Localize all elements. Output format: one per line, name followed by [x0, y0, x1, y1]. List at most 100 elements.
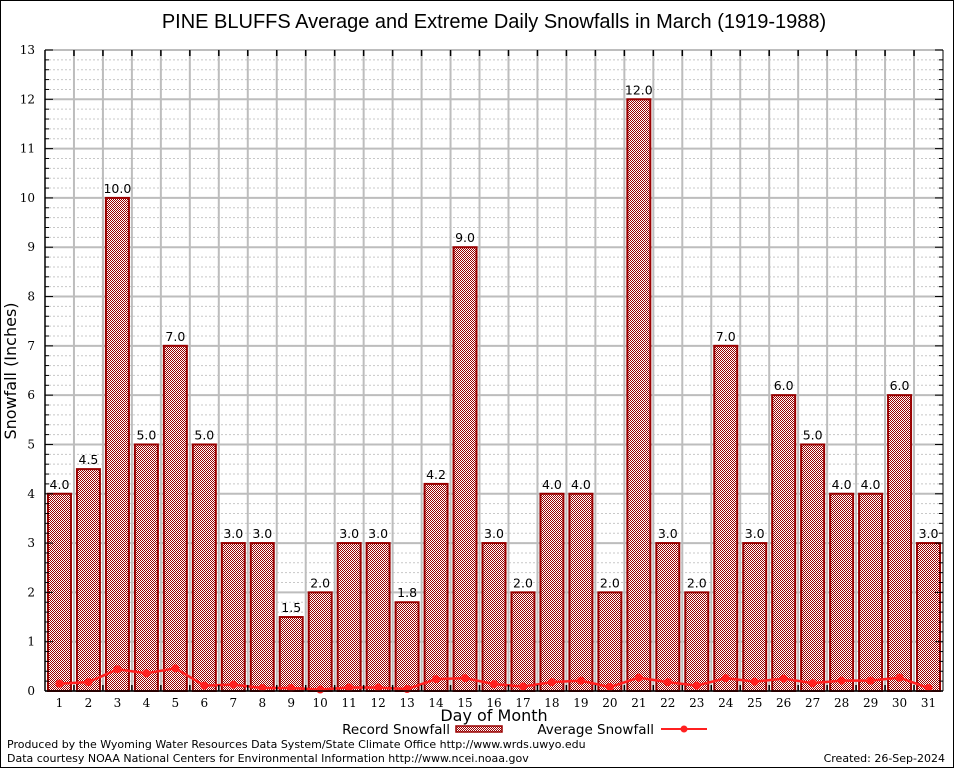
- average-line: [55, 664, 933, 694]
- average-point: [866, 676, 875, 685]
- bar-value-label: 2.0: [513, 575, 533, 590]
- record-bar: [104, 196, 130, 693]
- bar-value-label: 5.0: [136, 427, 156, 442]
- average-point: [663, 678, 672, 687]
- record-bar: [916, 542, 942, 692]
- record-bar: [684, 591, 710, 693]
- record-bar: [336, 542, 362, 692]
- x-tick-label: 14: [428, 696, 444, 710]
- x-tick-label: 1: [56, 696, 64, 710]
- bar-value-label: 1.5: [281, 600, 301, 615]
- x-tick-label: 29: [863, 696, 878, 710]
- record-bar: [510, 591, 536, 693]
- bar-value-label: 4.0: [832, 477, 852, 492]
- bar-value-label: 7.0: [165, 329, 185, 344]
- average-point: [55, 679, 64, 688]
- x-tick-label: 5: [172, 696, 180, 710]
- bar-value-label: 3.0: [658, 526, 678, 541]
- bar-value-label: 9.0: [455, 230, 475, 245]
- bar-value-label: 10.0: [103, 181, 131, 196]
- x-tick-label: 31: [921, 696, 936, 710]
- x-tick-label: 15: [457, 696, 472, 710]
- average-point: [142, 669, 151, 678]
- record-bar: [191, 443, 217, 693]
- record-bar: [220, 542, 246, 692]
- record-bar: [655, 542, 681, 692]
- x-tick-label: 6: [201, 696, 209, 710]
- average-point: [518, 682, 527, 691]
- record-bar: [278, 616, 304, 692]
- record-bar: [771, 394, 797, 692]
- average-point: [547, 678, 556, 687]
- record-bar: [539, 492, 565, 692]
- x-tick-label: 26: [776, 696, 791, 710]
- x-tick-label: 13: [399, 696, 414, 710]
- record-bar: [887, 394, 913, 692]
- x-tick-label: 10: [313, 696, 328, 710]
- x-tick-label: 22: [660, 696, 675, 710]
- average-point: [258, 684, 267, 693]
- record-bar: [481, 542, 507, 692]
- bar-value-label: 6.0: [774, 378, 794, 393]
- y-tick-label: 6: [27, 388, 35, 402]
- x-tick-label: 7: [229, 696, 237, 710]
- x-tick-label: 8: [258, 696, 266, 710]
- bar-value-label: 2.0: [687, 575, 707, 590]
- bar-value-label: 2.0: [310, 575, 330, 590]
- legend-average-marker: [680, 725, 688, 733]
- y-tick-label: 4: [27, 487, 35, 501]
- bar-value-label: 5.0: [803, 427, 823, 442]
- average-point: [605, 683, 614, 692]
- average-point: [229, 680, 238, 689]
- bar-value-label: 2.0: [600, 575, 620, 590]
- bar-value-label: 4.0: [571, 477, 591, 492]
- x-tick-label: 19: [573, 696, 588, 710]
- bar-value-label: 7.0: [716, 329, 736, 344]
- record-bar: [249, 542, 275, 692]
- record-bars: 4.0 4.5 10.0 5.0 7.0 5.0 3.0 3.0 1.5 2.0 3.0 3.0 1.8…: [46, 82, 942, 693]
- record-bar: [423, 482, 449, 692]
- legend-average-label: Average Snowfall: [537, 722, 654, 738]
- y-tick-label: 5: [27, 437, 35, 451]
- record-bar: [307, 591, 333, 693]
- y-tick-label: 2: [27, 585, 35, 599]
- y-tick-label: 11: [20, 142, 35, 156]
- x-tick-label: 28: [834, 696, 849, 710]
- average-point: [113, 665, 122, 674]
- average-point: [84, 678, 93, 687]
- record-bar: [713, 344, 739, 692]
- average-point: [895, 673, 904, 682]
- x-tick-labels: 1 2 3 4 5 6 7 8 9 10 11 12 13 14 15 16 17 18 19 20 21 22 23 24 2…: [56, 696, 936, 710]
- record-bar: [829, 492, 855, 692]
- x-tick-label: 23: [689, 696, 704, 710]
- average-point: [490, 680, 498, 689]
- axes: [44, 49, 944, 692]
- record-bar: [365, 542, 391, 692]
- bar-value-label: 4.0: [542, 477, 562, 492]
- average-point: [837, 676, 846, 685]
- y-axis-label: Snowfall (Inches): [1, 302, 20, 439]
- y-tick-label: 0: [27, 684, 35, 698]
- average-point: [432, 675, 441, 684]
- average-point: [721, 674, 730, 683]
- footer-produced-by: Produced by the Wyoming Water Resources …: [7, 738, 586, 751]
- average-point: [316, 685, 325, 694]
- x-tick-label: 17: [515, 696, 530, 710]
- x-tick-label: 11: [342, 696, 357, 710]
- x-tick-label: 2: [85, 696, 93, 710]
- average-point: [200, 681, 209, 690]
- y-tick-label: 1: [27, 635, 35, 649]
- record-bar: [452, 246, 478, 692]
- average-point: [171, 664, 180, 673]
- x-tick-label: 25: [747, 696, 762, 710]
- bar-value-label: 3.0: [745, 526, 765, 541]
- x-tick-label: 3: [114, 696, 122, 710]
- bar-value-label: 6.0: [890, 378, 910, 393]
- y-tick-label: 7: [27, 339, 35, 353]
- record-bar: [626, 98, 652, 693]
- record-bar: [800, 443, 826, 693]
- bar-value-label: 3.0: [252, 526, 272, 541]
- average-point: [461, 674, 470, 683]
